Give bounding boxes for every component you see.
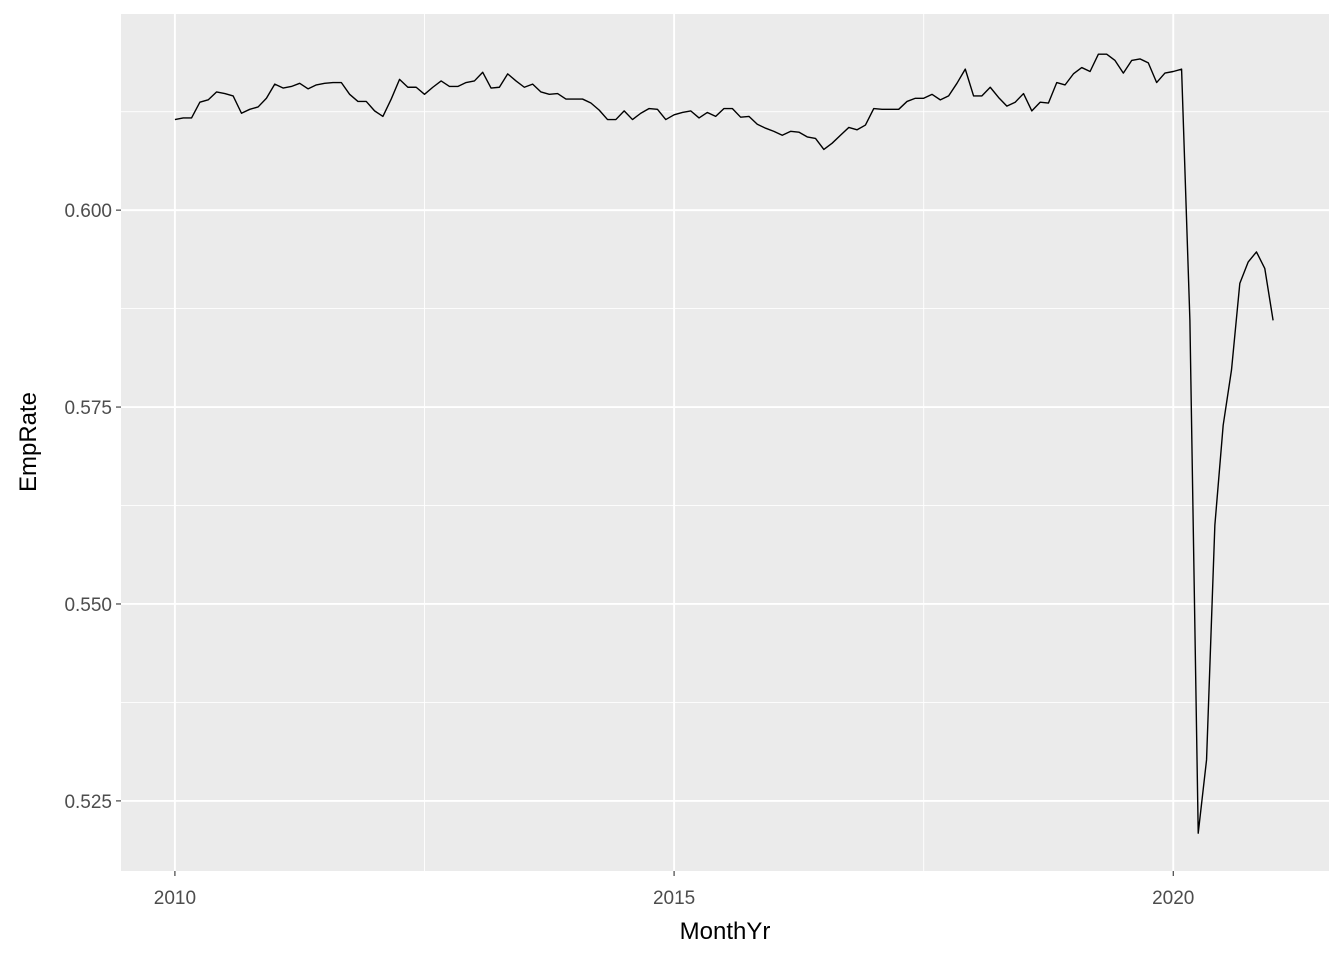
x-tick-label: 2020: [1152, 888, 1194, 909]
y-axis-title: EmpRate: [15, 392, 42, 492]
y-tick-label: 0.550: [64, 595, 112, 616]
y-tick-label: 0.575: [64, 398, 112, 419]
y-axis: 0.525 0.550 0.575 0.600: [64, 201, 121, 813]
x-tick-label: 2015: [653, 888, 695, 909]
major-gridlines: [121, 14, 1329, 871]
plot-panel: [121, 14, 1329, 871]
minor-gridlines: [121, 14, 1329, 871]
x-axis: 2010 2015 2020: [154, 871, 1194, 909]
y-tick-label: 0.525: [64, 792, 112, 813]
x-tick-label: 2010: [154, 888, 196, 909]
x-axis-title: MonthYr: [680, 918, 771, 945]
emprate-line: [174, 53, 1274, 834]
series-line-group: [174, 53, 1274, 834]
y-tick-label: 0.600: [64, 201, 112, 222]
